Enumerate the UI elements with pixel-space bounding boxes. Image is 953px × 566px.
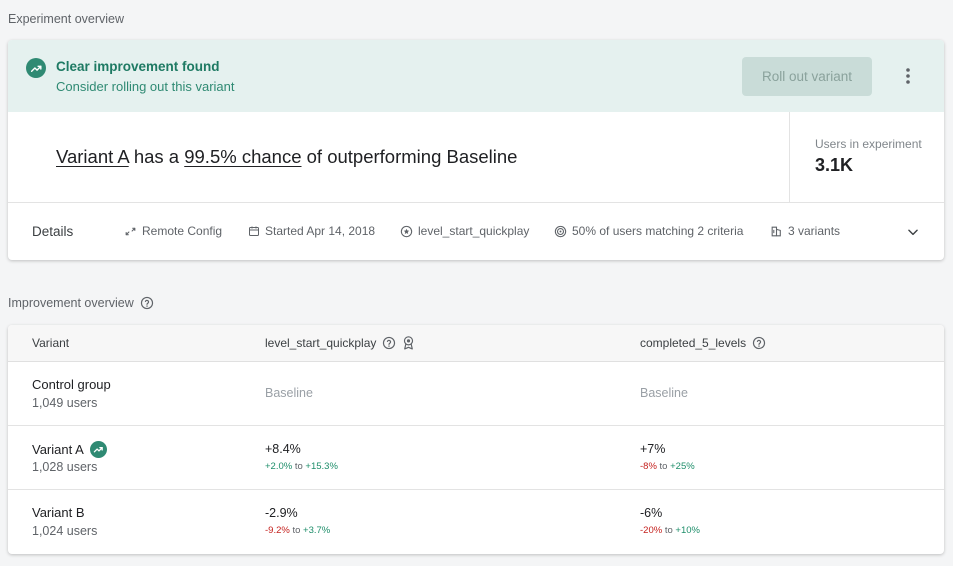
metric-1-interval: +2.0% to +15.3% [265,461,338,472]
variant-users: 1,028 users [32,460,98,474]
metric-2-improvement: +7% [640,442,666,456]
table-row-control-group: Control group 1,049 users Baseline Basel… [8,362,944,426]
variant-users: 1,024 users [32,524,98,538]
calendar-icon [249,226,259,236]
metric-1-improvement: +8.4% [265,442,301,456]
column-header-text: Variant [32,336,70,350]
help-icon[interactable] [140,296,154,310]
section-title-improvement-overview: Improvement overview [8,296,154,310]
metric-1-interval: -9.2% to +3.7% [265,525,330,536]
interval-to: to [294,461,303,472]
headline-text-end: of outperforming Baseline [301,146,518,167]
meta-variants: 3 variants [770,224,840,238]
meta-remote-config: Remote Config [124,224,222,238]
variants-icon [771,226,781,236]
interval-high: +15.3% [305,461,338,472]
metric-1-baseline: Baseline [265,386,313,400]
users-label: Users in experiment [815,137,922,151]
primary-goal-badge-icon [404,336,414,350]
meta-text: Remote Config [142,224,223,238]
column-header-text: level_start_quickplay [265,336,377,350]
improvement-table: Variant level_start_quickplay completed_… [8,325,944,554]
table-row-variant-a: Variant A 1,028 users +8.4% +2.0% to +15… [8,426,944,490]
improvement-banner: Clear improvement found Consider rolling… [8,40,944,112]
details-row[interactable]: Details Remote Config Started Apr 14, 20… [8,203,944,260]
target-icon [554,225,567,237]
section-title-text: Improvement overview [8,296,134,310]
meta-text: 50% of users matching 2 criteria [572,224,744,238]
variant-link[interactable]: Variant A [56,146,129,167]
banner-subtitle: Consider rolling out this variant [56,79,235,94]
meta-targeting: 50% of users matching 2 criteria [554,224,743,238]
interval-high: +3.7% [303,525,331,536]
help-icon[interactable] [382,336,396,350]
variant-name-text: Control group [32,377,111,392]
details-label: Details [32,224,74,239]
variant-name-text: Variant A [32,442,84,457]
interval-low: -20% [640,525,663,536]
column-header-variant: Variant [32,336,69,350]
meta-text: 3 variants [788,224,841,238]
variant-users: 1,049 users [32,396,98,410]
interval-to: to [664,525,673,536]
experiment-overview-card: Clear improvement found Consider rolling… [8,40,944,260]
variant-name: Variant B [32,505,85,520]
banner-title: Clear improvement found [56,59,220,74]
chance-link[interactable]: 99.5% chance [184,146,302,167]
users-in-experiment: Users in experiment 3.1K [789,112,944,203]
metric-2-interval: -8% to +25% [640,461,695,472]
variant-name: Variant A [32,441,107,458]
more-options-icon[interactable] [896,64,920,88]
interval-to: to [292,525,301,536]
metric-2-improvement: -6% [640,506,663,520]
meta-text: Started Apr 14, 2018 [265,224,376,238]
remote-config-icon [125,227,136,235]
star-circle-icon [400,225,413,237]
meta-start-date: Started Apr 14, 2018 [248,224,375,238]
column-header-metric-1: level_start_quickplay [265,336,415,350]
result-headline-row: Variant A has a 99.5% chance of outperfo… [8,112,944,203]
trending-up-icon [26,58,46,78]
column-header-text: completed_5_levels [640,336,747,350]
variant-name: Control group [32,377,111,392]
variant-name-text: Variant B [32,505,85,520]
interval-low: -9.2% [265,525,290,536]
interval-low: +2.0% [265,461,293,472]
metric-1-improvement: -2.9% [265,506,298,520]
meta-goal: level_start_quickplay [400,224,529,238]
metric-2-baseline: Baseline [640,386,688,400]
expand-chevron-icon[interactable] [906,225,920,244]
interval-low: -8% [640,461,657,472]
table-header: Variant level_start_quickplay completed_… [8,325,944,362]
interval-high: +10% [675,525,700,536]
roll-out-variant-button[interactable]: Roll out variant [742,57,872,96]
help-icon[interactable] [752,336,766,350]
result-headline: Variant A has a 99.5% chance of outperfo… [56,146,517,168]
trending-up-icon [89,441,107,458]
interval-high: +25% [670,461,695,472]
headline-text: has a [128,146,185,167]
table-row-variant-b: Variant B 1,024 users -2.9% -9.2% to +3.… [8,490,944,554]
column-header-metric-2: completed_5_levels [640,336,766,350]
meta-text: level_start_quickplay [418,224,530,238]
users-value: 3.1K [815,155,854,175]
interval-to: to [659,461,668,472]
section-title-experiment-overview: Experiment overview [8,12,125,26]
metric-2-interval: -20% to +10% [640,525,700,536]
